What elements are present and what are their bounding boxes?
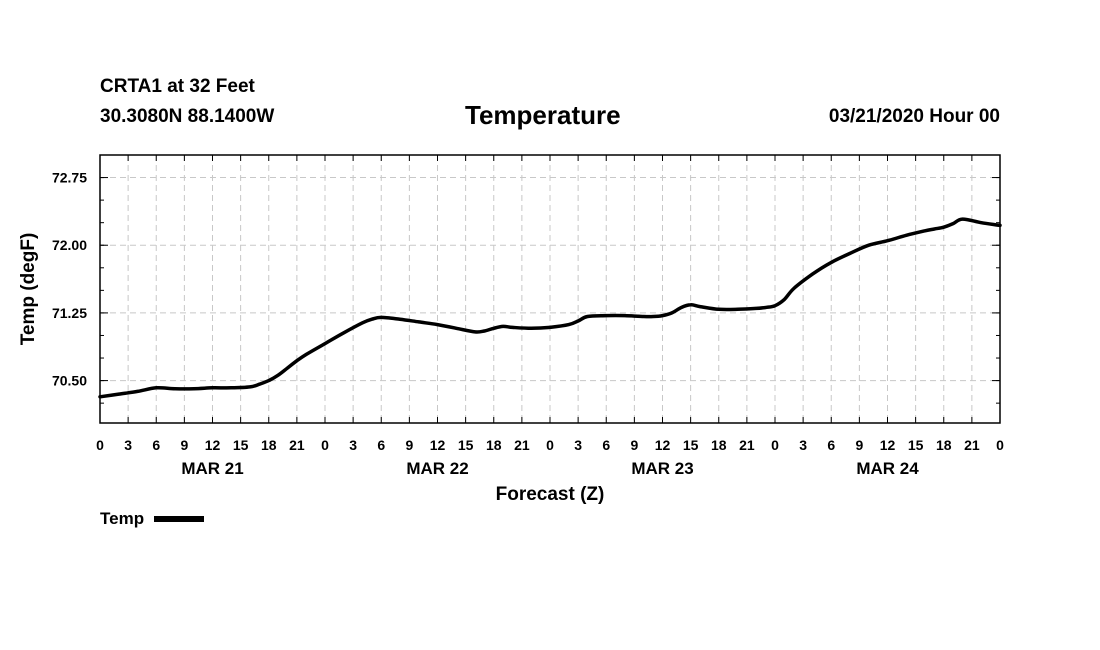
x-tick-label: 3 [349,437,357,453]
x-tick-label: 3 [799,437,807,453]
forecast-run-label: 03/21/2020 Hour 00 [828,106,1000,127]
x-tick-label: 21 [964,437,980,453]
plot-frame [99,154,1001,424]
x-tick-label: 18 [711,437,727,453]
x-tick-label: 0 [96,437,104,453]
x-tick-label: 0 [771,437,779,453]
x-tick-label: 12 [880,437,896,453]
legend-label: Temp [100,509,145,528]
x-tick-label: 6 [602,437,610,453]
x-tick-label: 6 [152,437,160,453]
x-tick-label: 18 [936,437,952,453]
x-axis-ticks: 0 3 6 9 12 15 18 21 0 3 6 9 12 15 18 21 0 3 6 9 12 15 18 21 0 3 6 9… [96,155,1004,478]
station-label: CRTA1 at 32 Feet [100,76,255,97]
x-tick-label: 21 [739,437,755,453]
date-label: MAR 22 [406,459,468,478]
date-label: MAR 23 [631,459,693,478]
temp-series-line [98,217,1002,399]
x-tick-label: 12 [430,437,446,453]
x-tick-label: 21 [289,437,305,453]
x-tick-label: 0 [996,437,1004,453]
x-tick-label: 6 [827,437,835,453]
chart-title: Temperature [465,100,621,130]
date-label: MAR 24 [856,459,919,478]
x-tick-label: 9 [180,437,188,453]
x-tick-label: 21 [514,437,530,453]
x-axis-label: Forecast (Z) [496,484,605,505]
x-tick-label: 0 [321,437,329,453]
legend: Temp [100,509,205,529]
x-tick-label: 15 [233,437,249,453]
x-tick-label: 18 [486,437,502,453]
x-tick-label: 9 [855,437,863,453]
legend-line-swatch [154,515,205,522]
grid-lines [100,155,1000,423]
y-tick-label: 72.75 [52,170,87,186]
x-tick-label: 9 [405,437,413,453]
series-group [98,217,1002,399]
x-tick-label: 3 [574,437,582,453]
x-tick-label: 18 [261,437,277,453]
x-tick-label: 15 [683,437,699,453]
coordinates-label: 30.3080N 88.1400W [100,106,275,127]
date-label: MAR 21 [181,459,243,478]
x-tick-label: 6 [377,437,385,453]
y-tick-label: 72.00 [52,237,87,253]
x-tick-label: 9 [630,437,638,453]
x-tick-label: 12 [655,437,671,453]
x-tick-label: 3 [124,437,132,453]
x-tick-label: 15 [458,437,474,453]
y-axis-label: Temp (degF) [18,233,39,346]
y-axis-ticks: 70.50 71.25 72.00 72.75 [52,154,1000,404]
x-tick-label: 15 [908,437,924,453]
y-tick-label: 71.25 [52,305,87,321]
x-tick-label: 0 [546,437,554,453]
y-tick-label: 70.50 [52,373,87,389]
x-tick-label: 12 [205,437,221,453]
